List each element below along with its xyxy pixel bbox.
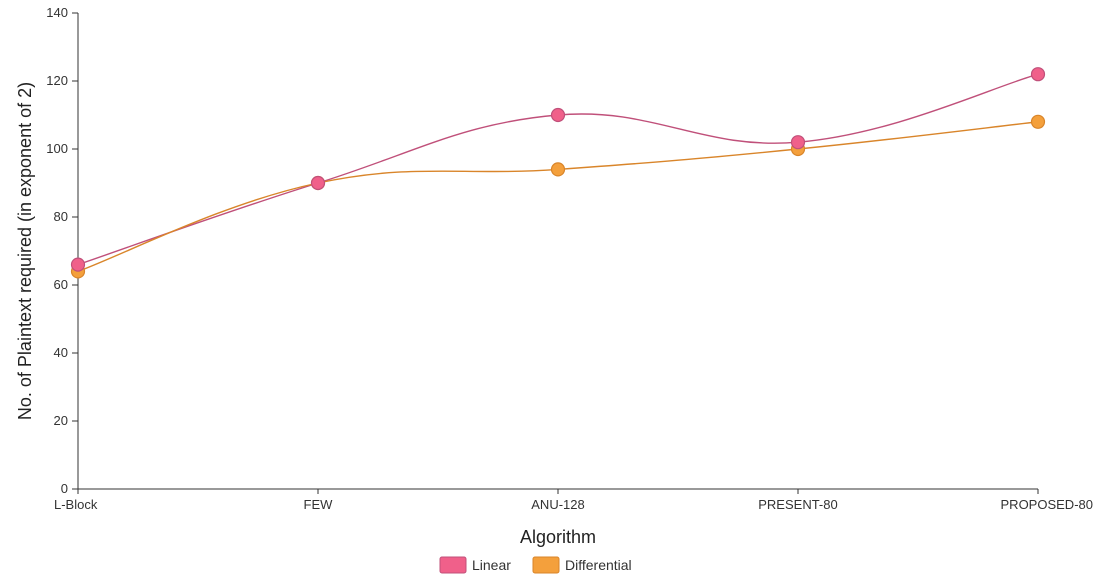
y-ticks: 0 20 40 60 80 100 120 140 [46, 5, 78, 496]
y-axis-title: No. of Plaintext required (in exponent o… [15, 82, 35, 420]
x-axis: L-Block FEW ANU-128 PRESENT-80 PROPOSED-80 [54, 489, 1093, 512]
y-tick-label: 120 [46, 73, 68, 88]
data-point-linear[interactable] [552, 109, 565, 122]
y-tick-label: 20 [54, 413, 68, 428]
y-tick-label: 100 [46, 141, 68, 156]
y-axis: 0 20 40 60 80 100 120 140 [46, 5, 78, 496]
x-ticks: L-Block FEW ANU-128 PRESENT-80 PROPOSED-80 [54, 489, 1093, 512]
y-tick-label: 80 [54, 209, 68, 224]
x-tick-label: PROPOSED-80 [1001, 497, 1093, 512]
x-tick-label: PRESENT-80 [758, 497, 837, 512]
legend-label-differential: Differential [565, 557, 632, 573]
legend-swatch-differential[interactable] [533, 557, 559, 573]
y-tick-label: 40 [54, 345, 68, 360]
x-tick-label: L-Block [54, 497, 98, 512]
x-tick-label: ANU-128 [531, 497, 584, 512]
x-axis-title: Algorithm [520, 527, 596, 547]
legend: Linear Differential [440, 557, 632, 573]
data-point-linear[interactable] [312, 177, 325, 190]
data-point-differential[interactable] [552, 163, 565, 176]
y-tick-label: 140 [46, 5, 68, 20]
series-differential [78, 122, 1038, 272]
data-point-differential[interactable] [1032, 115, 1045, 128]
y-tick-label: 0 [61, 481, 68, 496]
series-layer [72, 68, 1045, 278]
y-tick-label: 60 [54, 277, 68, 292]
data-point-linear[interactable] [72, 258, 85, 271]
legend-swatch-linear[interactable] [440, 557, 466, 573]
data-point-linear[interactable] [792, 136, 805, 149]
data-point-linear[interactable] [1032, 68, 1045, 81]
series-line-differential [78, 122, 1038, 272]
legend-label-linear: Linear [472, 557, 511, 573]
x-tick-label: FEW [304, 497, 334, 512]
